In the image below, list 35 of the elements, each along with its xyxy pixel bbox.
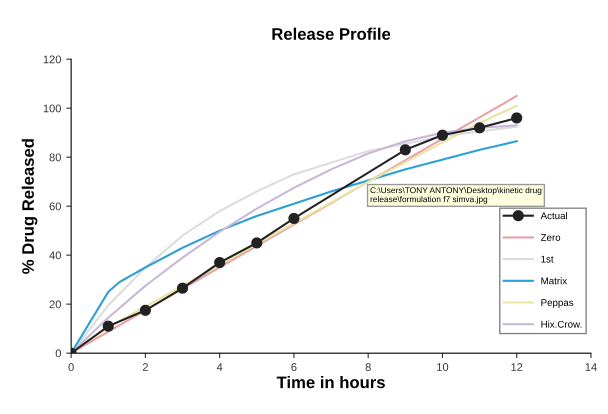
point <box>288 212 300 224</box>
point <box>251 237 262 248</box>
x-tick-label: 6 <box>291 363 297 372</box>
y-tick-label: 40 <box>49 251 61 260</box>
x-tick-label: 14 <box>586 363 597 371</box>
y-tick-label: 100 <box>44 104 61 112</box>
x-tick-label: 4 <box>216 363 222 371</box>
y-tick-label: 60 <box>50 202 61 210</box>
x-tick-label: 0 <box>68 363 74 372</box>
x-tick-label: 10 <box>437 363 448 372</box>
point <box>140 304 151 316</box>
legend-label: 1st <box>541 256 554 263</box>
chart-title: Release Profile <box>272 28 390 40</box>
point <box>102 320 114 332</box>
x-tick-label: 8 <box>366 363 371 372</box>
y-tick-label: 20 <box>50 300 61 308</box>
x-tick-label: 12 <box>511 363 522 371</box>
y-tick-label: 0 <box>56 349 61 358</box>
legend-label: Actual <box>540 212 567 220</box>
point <box>214 256 226 268</box>
legend-label: Matrix <box>541 277 567 284</box>
y-tick-label: 80 <box>50 153 61 162</box>
x-tick-label: 2 <box>142 363 148 371</box>
y-axis-title: % Drug Released <box>22 139 38 274</box>
point <box>400 144 411 156</box>
point <box>176 282 188 294</box>
legend-label: Peppas <box>541 299 574 308</box>
legend-label: Hix.Crow. <box>541 320 582 328</box>
point <box>511 112 522 124</box>
x-axis-title: Time in hours <box>276 376 385 388</box>
annotation: C:\Users\TONY ANTONY\Desktop\kinetic drug release\formulation f7 simva.jpg <box>370 187 542 204</box>
legend-label: Zero <box>540 234 560 241</box>
point <box>436 130 448 141</box>
y-tick-label: 120 <box>44 55 61 64</box>
point <box>474 122 486 134</box>
